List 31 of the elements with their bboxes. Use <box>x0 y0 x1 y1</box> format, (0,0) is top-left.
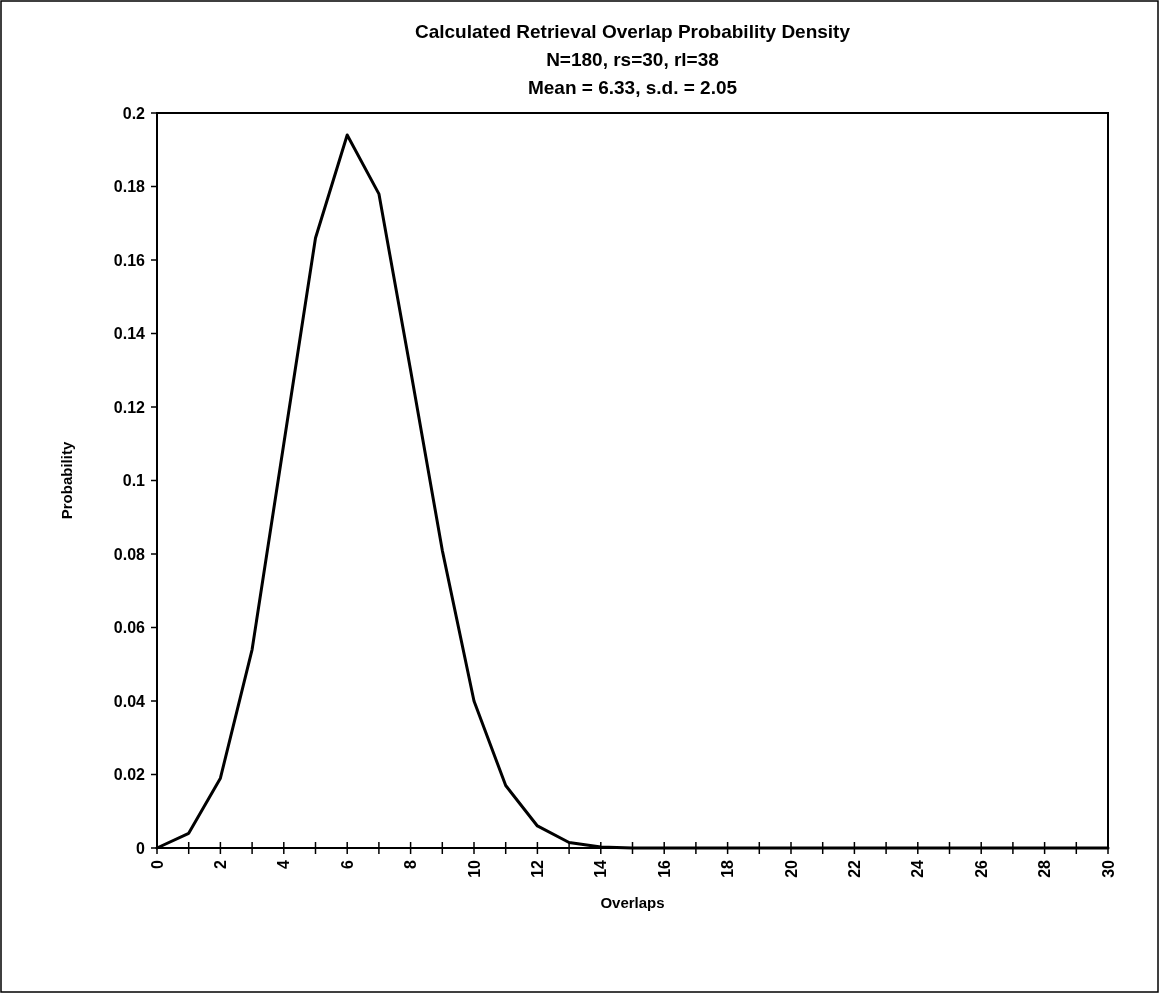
chart-subtitle: N=180, rs=30, rl=38 Mean = 6.33, s.d. = 2.05 <box>527 49 738 98</box>
x-tick-label: 12 <box>529 859 546 878</box>
y-axis-title: Probability <box>58 441 75 520</box>
x-tick-label: 28 <box>1036 859 1054 878</box>
x-tick-label: 0 <box>148 859 166 869</box>
y-tick-label: 0.1 <box>122 472 146 490</box>
x-tick-label: 18 <box>719 859 737 878</box>
x-tick-label: 30 <box>1099 859 1117 878</box>
x-tick-label: 20 <box>782 859 800 878</box>
y-tick-label: 0.2 <box>122 104 146 122</box>
y-tick-label: 0.02 <box>113 766 146 784</box>
y-tick-label: 0.14 <box>113 325 146 343</box>
y-tick-label: 0.08 <box>113 545 146 563</box>
x-axis-title: Overlaps <box>600 894 665 911</box>
y-tick-label: 0 <box>136 839 146 857</box>
y-tick-label: 0.16 <box>113 251 146 269</box>
x-tick-label: 8 <box>402 859 420 869</box>
x-tick-label: 2 <box>212 859 229 869</box>
y-tick-label: 0.04 <box>113 692 146 710</box>
chart-title: Calculated Retrieval Overlap Probability Density <box>414 21 851 42</box>
x-tick-label: 26 <box>972 859 990 878</box>
y-tick-label: 0.18 <box>113 178 146 196</box>
x-tick-label: 6 <box>338 859 356 869</box>
y-tick-label: 0.06 <box>113 619 146 637</box>
x-tick-label: 22 <box>846 859 863 878</box>
y-tick-label: 0.12 <box>113 398 146 416</box>
x-tick-label: 16 <box>655 859 673 878</box>
x-tick-label: 14 <box>592 859 610 878</box>
x-tick-label: 4 <box>275 859 293 869</box>
x-tick-label: 24 <box>909 859 927 878</box>
x-tick-label: 10 <box>465 859 483 878</box>
